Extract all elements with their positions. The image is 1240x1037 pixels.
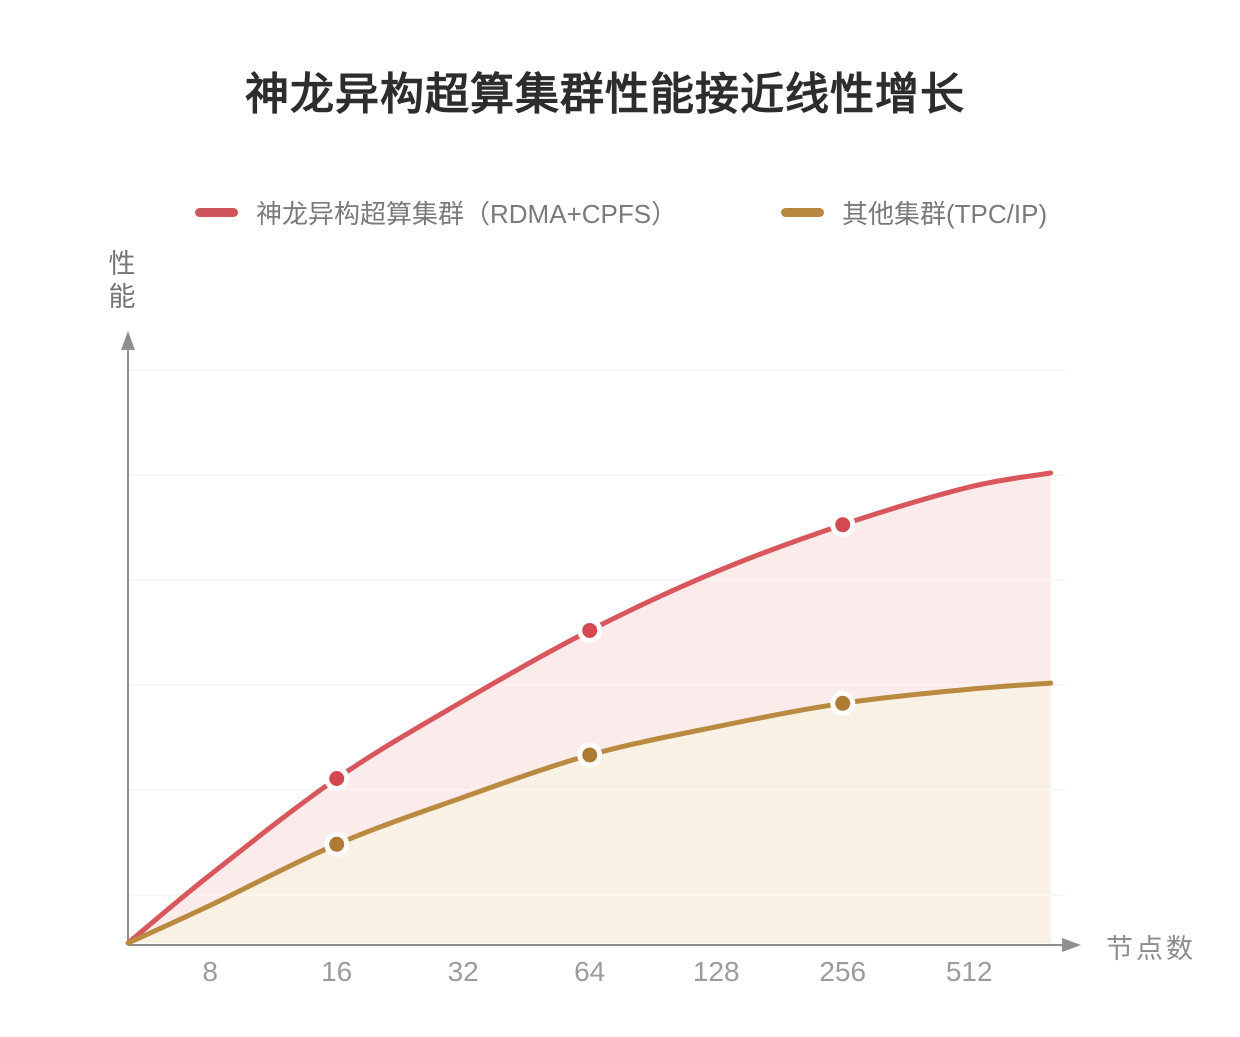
legend-label-shenlong: 神龙异构超算集群（RDMA+CPFS） bbox=[256, 198, 678, 229]
legend-swatch-shenlong bbox=[195, 207, 238, 217]
x-tick-8: 8 bbox=[202, 956, 218, 987]
x-axis-arrow bbox=[1062, 938, 1081, 952]
x-tick-64: 64 bbox=[574, 956, 606, 987]
x-tick-512: 512 bbox=[945, 956, 993, 987]
chart-title: 神龙异构超算集群性能接近线性增长 bbox=[245, 70, 965, 119]
series-area-1 bbox=[128, 683, 1051, 943]
x-tick-128: 128 bbox=[692, 956, 740, 987]
legend-swatch-other bbox=[781, 207, 824, 217]
legend-item-other: 其他集群(TPC/IP) bbox=[781, 196, 1048, 229]
x-tick-32: 32 bbox=[447, 956, 479, 987]
data-point-marker-series-0 bbox=[582, 622, 598, 638]
data-point-marker-series-1 bbox=[835, 695, 851, 711]
legend-item-shenlong: 神龙异构超算集群（RDMA+CPFS） bbox=[195, 196, 678, 229]
x-tick-256: 256 bbox=[819, 956, 867, 987]
data-point-marker-series-1 bbox=[582, 747, 598, 763]
x-axis-label: 节点数 bbox=[1106, 934, 1196, 964]
data-point-marker-series-0 bbox=[329, 771, 345, 786]
y-axis-label: 性能 bbox=[108, 249, 136, 312]
data-point-marker-series-1 bbox=[329, 836, 345, 852]
y-axis-arrow bbox=[121, 331, 135, 350]
legend-label-other: 其他集群(TPC/IP) bbox=[842, 198, 1048, 229]
data-point-marker-series-0 bbox=[835, 517, 851, 533]
x-tick-16: 16 bbox=[321, 956, 353, 987]
